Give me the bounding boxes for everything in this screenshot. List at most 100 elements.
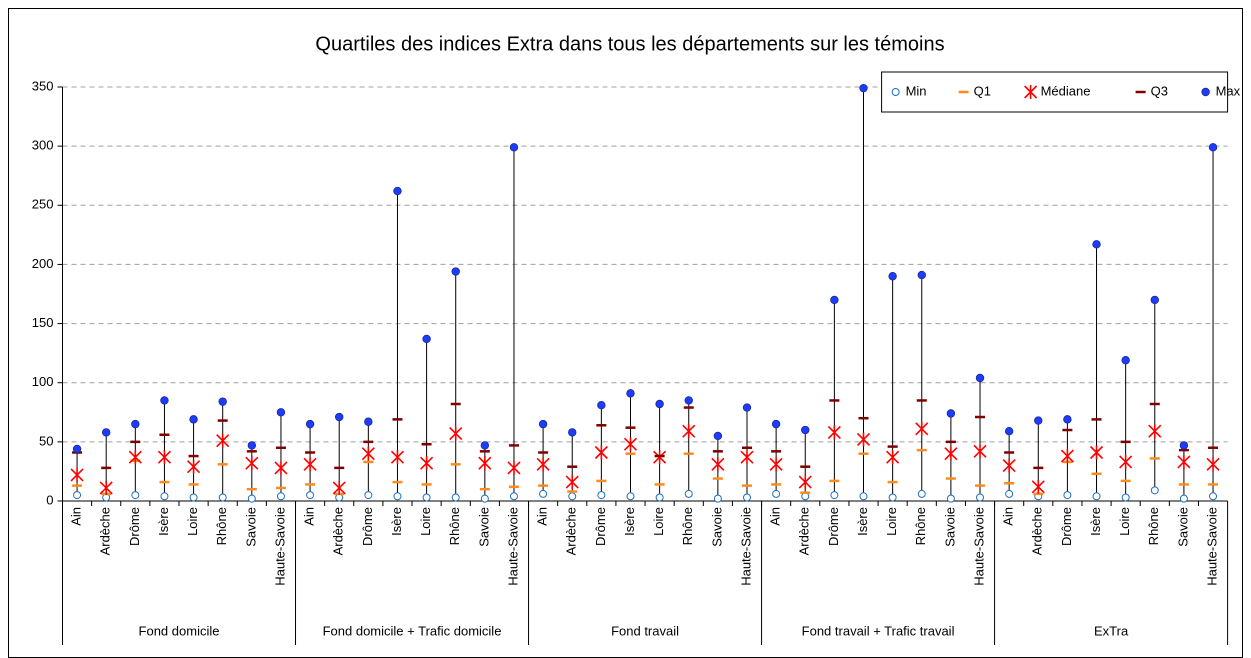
x-tick-label: Ardèche [331,507,346,555]
x-tick-label: Savoie [476,507,491,547]
marker-circle [946,409,956,418]
x-tick-label: Ain [69,507,84,526]
marker-star [216,433,230,448]
marker-star [769,457,783,472]
marker-circle [480,441,490,450]
marker-circle-open [1179,494,1188,503]
marker-circle-open [830,491,839,500]
group-label: Fond travail [611,623,679,638]
marker-star [274,460,288,475]
marker-star [536,457,550,472]
marker-star [187,459,201,474]
legend-label: Médiane [1041,83,1091,98]
x-tick-label: Ain [302,507,317,526]
marker-star [711,457,725,472]
marker-star [1002,458,1016,473]
marker-circle-open [713,494,722,503]
marker-circle-open [306,491,315,500]
marker-circle [888,272,897,281]
group-label: Fond domicile [139,623,220,638]
x-tick-label: Drôme [1059,507,1074,546]
marker-star [1089,445,1104,460]
marker-circle-open [568,492,577,501]
legend-marker [891,88,900,96]
x-tick-label: Savoie [243,507,258,547]
marker-circle-open [917,489,926,498]
marker-circle-open [422,493,431,502]
marker-circle-open [1121,493,1130,502]
y-tick-label: 350 [32,78,54,93]
x-tick-label: Rhône [214,507,229,545]
marker-star [565,475,579,490]
x-tick-label: Haute-Savoie [971,507,986,586]
marker-circle [626,389,635,398]
x-tick-label: Loire [651,507,666,536]
marker-circle [72,444,82,454]
marker-circle-open [276,492,285,501]
marker-circle [335,412,344,422]
marker-circle [247,441,257,450]
x-tick-label: Haute-Savoie [1204,507,1219,586]
x-tick-label: Isère [855,507,870,536]
marker-circle [189,415,198,424]
x-tick-label: Savoie [1175,507,1190,547]
marker-circle [830,295,839,305]
marker-circle [160,396,169,405]
marker-star [1177,454,1191,469]
marker-circle [305,419,315,429]
marker-circle-open [539,489,548,498]
marker-circle [1092,240,1101,249]
x-tick-label: Ain [1001,507,1016,526]
marker-circle [101,428,111,437]
marker-circle [1179,441,1189,450]
marker-circle [742,403,752,412]
marker-circle [917,270,926,280]
x-tick-label: Savoie [709,507,724,547]
legend-box [881,71,1229,113]
chart-title: Quartiles des indices Extra dans tous le… [315,33,944,55]
marker-circle [655,399,664,409]
y-tick-label: 0 [46,492,53,507]
marker-circle-open [1150,486,1159,495]
marker-circle [713,431,723,441]
marker-circle [975,373,985,383]
x-tick-label: Drôme [593,507,608,546]
marker-circle-open [1005,489,1014,498]
legend-label: Q1 [974,83,991,98]
marker-circle-open [218,493,227,502]
marker-circle-open [742,493,751,502]
marker-circle-open [364,491,373,500]
marker-star [594,445,608,460]
marker-circle-open [684,489,693,498]
marker-circle-open [946,494,955,503]
x-tick-label: Isère [389,507,404,536]
marker-circle-open [451,493,460,502]
marker-circle [276,408,286,417]
marker-star [623,437,638,452]
legend-label: Min [906,83,927,98]
marker-star [99,480,113,495]
y-tick-label: 300 [32,138,54,153]
marker-star [361,446,375,461]
marker-star [886,450,900,465]
marker-star [390,450,405,465]
marker-circle [597,400,606,410]
marker-star [973,444,987,459]
marker-circle-open [189,493,198,502]
marker-star [827,425,841,440]
x-tick-label: Rhône [680,507,695,545]
marker-circle-open [509,492,518,501]
marker-star [449,426,463,441]
x-tick-label: Rhône [1146,507,1161,545]
y-tick-label: 250 [32,197,54,212]
y-tick-label: 50 [39,433,53,448]
marker-star [507,460,521,475]
marker-circle-open [1092,492,1101,501]
marker-star [128,450,142,465]
marker-circle [1208,143,1218,152]
x-tick-label: Drôme [127,507,142,546]
marker-star [1148,424,1162,439]
marker-circle-open [131,491,140,500]
marker-circle-open [597,491,606,500]
